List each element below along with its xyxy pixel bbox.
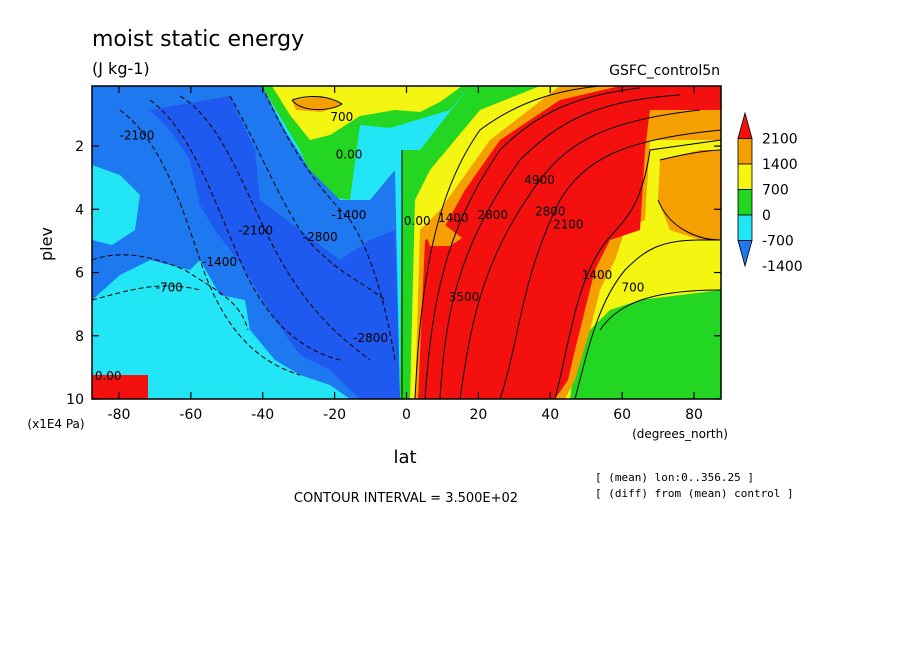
contour-label: 0.00 (95, 369, 122, 383)
contour-label: 4900 (524, 173, 555, 187)
contour-line-pos-1 (414, 86, 601, 399)
contour-label: -2100 (119, 129, 154, 143)
x-tick-label: -60 (179, 407, 202, 423)
y-tick-label: 10 (66, 392, 84, 408)
x-axis-label: lat (393, 447, 416, 468)
contour-label: 2100 (553, 217, 584, 231)
contour-line-neg-1 (119, 109, 301, 376)
contour-interval-text: CONTOUR INTERVAL = 3.500E+02 (294, 491, 518, 506)
x-axis-ticks: -80 -60 -40 -20 0 20 40 60 80 (108, 86, 703, 423)
fill-patch-cyan-antarctic (92, 165, 140, 245)
contour-label: 2800 (535, 205, 566, 219)
x-tick-label: 0 (402, 407, 411, 423)
contour-labels: -2100 700 0.00 -2100 -2800 -1400 -1400 -700 0.00… (95, 110, 645, 383)
colorbar-label: -700 (762, 234, 794, 250)
contour-label: -2800 (353, 331, 388, 345)
y-tick-label: 6 (75, 266, 84, 282)
colorbar-segment-bottom (737, 240, 753, 268)
note-line-2: [ (diff) from (mean) control ] (595, 487, 794, 500)
x-tick-label: -40 (251, 407, 274, 423)
contour-label: 0.00 (404, 214, 431, 228)
contour-line-neg-6 (92, 254, 249, 331)
colorbar-segment-top (737, 111, 753, 139)
contour-line-neg-4 (229, 95, 386, 301)
fill-column-red-tropics (432, 300, 515, 399)
colorbar: 2100 1400 700 0 -700 -1400 (737, 111, 803, 275)
contour-label: 1400 (438, 211, 469, 225)
chart-title: moist static energy (92, 27, 304, 52)
contour-label: 0.00 (336, 148, 363, 162)
x-tick-label: -80 (108, 407, 131, 423)
contour-label: -1400 (202, 255, 237, 269)
contour-label: 2800 (477, 208, 508, 222)
experiment-label: GSFC_control5n (609, 63, 720, 79)
contour-line-neg-3 (179, 95, 371, 361)
y-tick-label: 8 (75, 329, 84, 345)
colorbar-segment (737, 163, 753, 190)
x-axis-units: (degrees_north) (632, 427, 728, 441)
contour-line-pos-6 (554, 139, 721, 399)
y-axis-ticks: 2 4 6 8 10 (66, 139, 721, 408)
contour-line-pos-3 (439, 94, 681, 399)
fill-band-darkblue-sh (150, 96, 400, 399)
contour-label: 3500 (449, 290, 480, 304)
y-tick-label: 4 (75, 202, 84, 218)
contour-label: 700 (330, 110, 353, 124)
contour-label: -1400 (332, 208, 367, 222)
y-tick-label: 2 (75, 139, 84, 155)
colorbar-label: 2100 (762, 132, 798, 148)
x-tick-label: 40 (541, 407, 559, 423)
x-tick-label: 80 (685, 407, 703, 423)
contour-line-blob-top (291, 96, 343, 110)
chart-subtitle: (J kg-1) (92, 59, 150, 78)
contour-label: 1400 (582, 268, 613, 282)
contour-line-neg-5 (261, 86, 396, 361)
contour-label: -700 (156, 281, 183, 295)
contour-label: -2800 (303, 230, 338, 244)
fill-blob-orange-arctic (658, 150, 721, 240)
y-axis-label: plev (37, 227, 56, 261)
colorbar-label: 0 (762, 208, 771, 224)
colorbar-label: -1400 (762, 259, 803, 275)
fill-band-red-nh (418, 86, 721, 399)
contour-fill-field (92, 86, 721, 399)
contour-line-pos-5 (499, 129, 721, 399)
contour-line-pos-2 (424, 87, 641, 399)
note-line-1: [ (mean) lon:0..356.25 ] (595, 471, 754, 484)
colorbar-label: 1400 (762, 157, 798, 173)
fill-block-red-sh-surface (92, 375, 148, 399)
colorbar-segment (737, 214, 753, 241)
contour-label: 700 (621, 281, 644, 295)
colorbar-label: 700 (762, 183, 789, 199)
contour-line-neg-7 (92, 285, 201, 301)
colorbar-segment (737, 138, 753, 165)
contour-line-pos-8 (599, 289, 721, 331)
y-axis-units: (x1E4 Pa) (27, 417, 84, 431)
colorbar-segment (737, 189, 753, 216)
contour-line-neg-2 (149, 99, 341, 361)
contour-line-pos-4 (459, 109, 701, 399)
contour-label: -2100 (238, 224, 273, 238)
contour-line-pos-7 (574, 239, 721, 399)
contour-lines (92, 86, 721, 399)
x-tick-label: 20 (469, 407, 487, 423)
x-tick-label: 60 (613, 407, 631, 423)
x-tick-label: -20 (323, 407, 346, 423)
